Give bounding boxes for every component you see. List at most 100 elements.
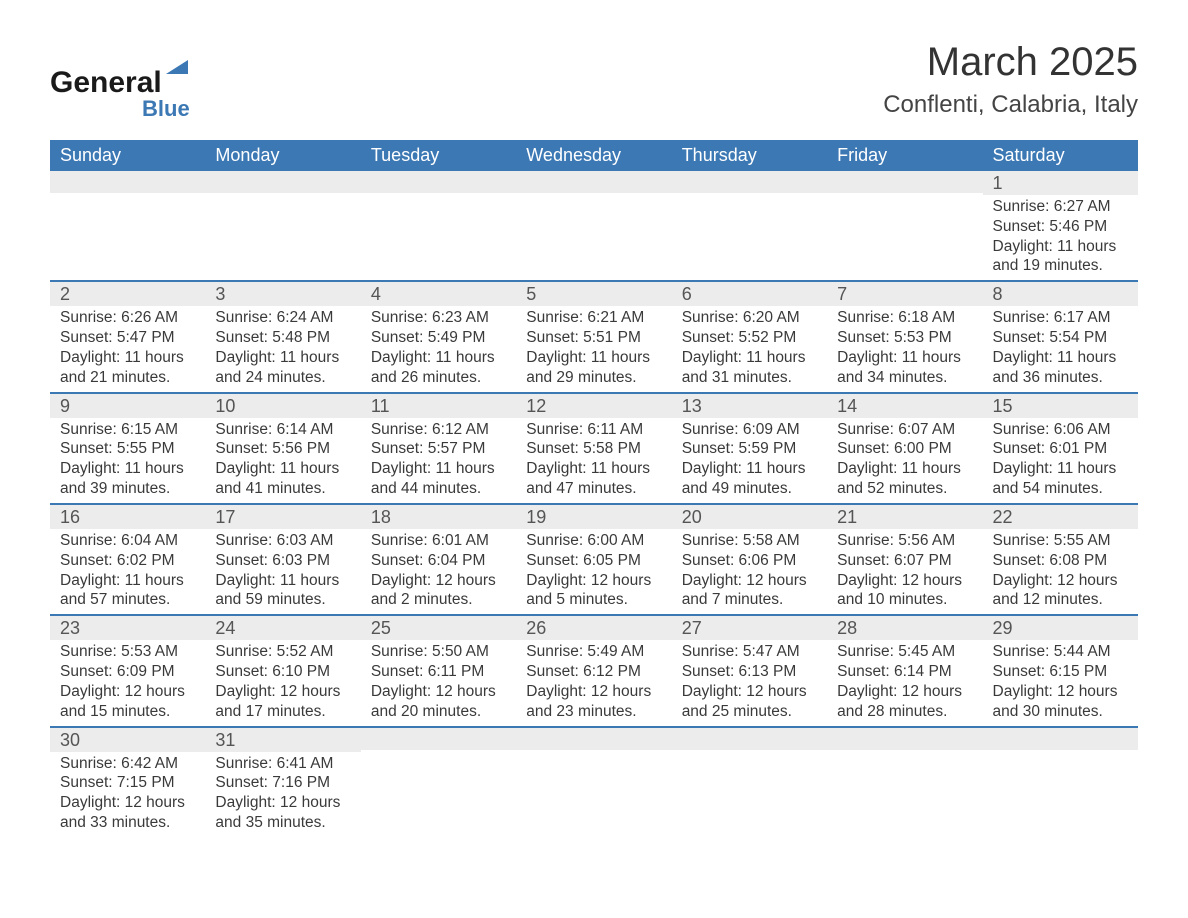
daylight-text: Daylight: 11 hours and 57 minutes. <box>60 571 195 611</box>
day-details: Sunrise: 6:03 AMSunset: 6:03 PMDaylight:… <box>205 529 360 614</box>
sunrise-text: Sunrise: 6:18 AM <box>837 308 972 328</box>
day-number <box>672 728 827 750</box>
day-number <box>205 171 360 193</box>
calendar-day-cell <box>361 727 516 837</box>
sunrise-text: Sunrise: 6:20 AM <box>682 308 817 328</box>
sunset-text: Sunset: 5:51 PM <box>526 328 661 348</box>
day-details: Sunrise: 6:00 AMSunset: 6:05 PMDaylight:… <box>516 529 671 614</box>
calendar-day-cell: 9Sunrise: 6:15 AMSunset: 5:55 PMDaylight… <box>50 393 205 504</box>
calendar-day-cell: 29Sunrise: 5:44 AMSunset: 6:15 PMDayligh… <box>983 615 1138 726</box>
daylight-text: Daylight: 12 hours and 35 minutes. <box>215 793 350 833</box>
calendar-day-cell: 5Sunrise: 6:21 AMSunset: 5:51 PMDaylight… <box>516 281 671 392</box>
sunset-text: Sunset: 6:14 PM <box>837 662 972 682</box>
daylight-text: Daylight: 11 hours and 59 minutes. <box>215 571 350 611</box>
sunset-text: Sunset: 5:46 PM <box>993 217 1128 237</box>
day-number: 28 <box>827 616 982 640</box>
calendar-week-row: 9Sunrise: 6:15 AMSunset: 5:55 PMDaylight… <box>50 393 1138 504</box>
day-details <box>516 750 671 830</box>
brand-accent-icon <box>166 60 188 74</box>
calendar-day-cell: 31Sunrise: 6:41 AMSunset: 7:16 PMDayligh… <box>205 727 360 837</box>
sunrise-text: Sunrise: 5:49 AM <box>526 642 661 662</box>
day-number: 21 <box>827 505 982 529</box>
sunrise-text: Sunrise: 6:27 AM <box>993 197 1128 217</box>
sunrise-text: Sunrise: 6:03 AM <box>215 531 350 551</box>
day-number: 24 <box>205 616 360 640</box>
sunrise-text: Sunrise: 6:01 AM <box>371 531 506 551</box>
daylight-text: Daylight: 11 hours and 24 minutes. <box>215 348 350 388</box>
sunrise-text: Sunrise: 6:07 AM <box>837 420 972 440</box>
sunrise-text: Sunrise: 5:50 AM <box>371 642 506 662</box>
daylight-text: Daylight: 12 hours and 33 minutes. <box>60 793 195 833</box>
daylight-text: Daylight: 11 hours and 49 minutes. <box>682 459 817 499</box>
sunrise-text: Sunrise: 6:11 AM <box>526 420 661 440</box>
day-details: Sunrise: 6:17 AMSunset: 5:54 PMDaylight:… <box>983 306 1138 391</box>
sunset-text: Sunset: 6:06 PM <box>682 551 817 571</box>
calendar-day-cell: 17Sunrise: 6:03 AMSunset: 6:03 PMDayligh… <box>205 504 360 615</box>
daylight-text: Daylight: 11 hours and 19 minutes. <box>993 237 1128 277</box>
sunrise-text: Sunrise: 5:53 AM <box>60 642 195 662</box>
weekday-header: Tuesday <box>361 140 516 171</box>
day-number: 16 <box>50 505 205 529</box>
day-number: 15 <box>983 394 1138 418</box>
day-details: Sunrise: 6:21 AMSunset: 5:51 PMDaylight:… <box>516 306 671 391</box>
calendar-day-cell: 12Sunrise: 6:11 AMSunset: 5:58 PMDayligh… <box>516 393 671 504</box>
day-details: Sunrise: 5:44 AMSunset: 6:15 PMDaylight:… <box>983 640 1138 725</box>
daylight-text: Daylight: 11 hours and 41 minutes. <box>215 459 350 499</box>
sunset-text: Sunset: 5:52 PM <box>682 328 817 348</box>
sunset-text: Sunset: 5:56 PM <box>215 439 350 459</box>
sunrise-text: Sunrise: 6:26 AM <box>60 308 195 328</box>
day-details: Sunrise: 5:56 AMSunset: 6:07 PMDaylight:… <box>827 529 982 614</box>
day-details: Sunrise: 6:07 AMSunset: 6:00 PMDaylight:… <box>827 418 982 503</box>
day-details: Sunrise: 5:55 AMSunset: 6:08 PMDaylight:… <box>983 529 1138 614</box>
title-block: March 2025 Conflenti, Calabria, Italy <box>883 40 1138 119</box>
calendar-day-cell: 11Sunrise: 6:12 AMSunset: 5:57 PMDayligh… <box>361 393 516 504</box>
sunrise-text: Sunrise: 5:56 AM <box>837 531 972 551</box>
day-number: 22 <box>983 505 1138 529</box>
calendar-day-cell: 13Sunrise: 6:09 AMSunset: 5:59 PMDayligh… <box>672 393 827 504</box>
day-details: Sunrise: 5:53 AMSunset: 6:09 PMDaylight:… <box>50 640 205 725</box>
day-number: 12 <box>516 394 671 418</box>
brand-logo: General Blue <box>50 66 190 122</box>
day-number <box>516 171 671 193</box>
day-number: 4 <box>361 282 516 306</box>
weekday-header: Thursday <box>672 140 827 171</box>
daylight-text: Daylight: 12 hours and 5 minutes. <box>526 571 661 611</box>
calendar-day-cell: 26Sunrise: 5:49 AMSunset: 6:12 PMDayligh… <box>516 615 671 726</box>
sunrise-text: Sunrise: 6:12 AM <box>371 420 506 440</box>
daylight-text: Daylight: 12 hours and 15 minutes. <box>60 682 195 722</box>
sunset-text: Sunset: 5:49 PM <box>371 328 506 348</box>
sunrise-text: Sunrise: 6:41 AM <box>215 754 350 774</box>
day-number <box>361 171 516 193</box>
calendar-day-cell <box>516 727 671 837</box>
daylight-text: Daylight: 12 hours and 25 minutes. <box>682 682 817 722</box>
day-details <box>827 750 982 830</box>
day-details: Sunrise: 5:49 AMSunset: 6:12 PMDaylight:… <box>516 640 671 725</box>
day-number: 7 <box>827 282 982 306</box>
daylight-text: Daylight: 11 hours and 52 minutes. <box>837 459 972 499</box>
calendar-week-row: 30Sunrise: 6:42 AMSunset: 7:15 PMDayligh… <box>50 727 1138 837</box>
calendar-day-cell: 6Sunrise: 6:20 AMSunset: 5:52 PMDaylight… <box>672 281 827 392</box>
sunrise-text: Sunrise: 6:06 AM <box>993 420 1128 440</box>
day-number: 6 <box>672 282 827 306</box>
day-details: Sunrise: 5:45 AMSunset: 6:14 PMDaylight:… <box>827 640 982 725</box>
calendar-day-cell: 22Sunrise: 5:55 AMSunset: 6:08 PMDayligh… <box>983 504 1138 615</box>
day-number <box>516 728 671 750</box>
calendar-day-cell: 14Sunrise: 6:07 AMSunset: 6:00 PMDayligh… <box>827 393 982 504</box>
daylight-text: Daylight: 12 hours and 28 minutes. <box>837 682 972 722</box>
sunset-text: Sunset: 6:02 PM <box>60 551 195 571</box>
calendar-day-cell: 1Sunrise: 6:27 AMSunset: 5:46 PMDaylight… <box>983 171 1138 281</box>
calendar-day-cell: 19Sunrise: 6:00 AMSunset: 6:05 PMDayligh… <box>516 504 671 615</box>
day-details: Sunrise: 6:27 AMSunset: 5:46 PMDaylight:… <box>983 195 1138 280</box>
calendar-day-cell: 24Sunrise: 5:52 AMSunset: 6:10 PMDayligh… <box>205 615 360 726</box>
calendar-day-cell: 8Sunrise: 6:17 AMSunset: 5:54 PMDaylight… <box>983 281 1138 392</box>
daylight-text: Daylight: 11 hours and 31 minutes. <box>682 348 817 388</box>
calendar-day-cell: 2Sunrise: 6:26 AMSunset: 5:47 PMDaylight… <box>50 281 205 392</box>
daylight-text: Daylight: 11 hours and 47 minutes. <box>526 459 661 499</box>
day-details: Sunrise: 6:14 AMSunset: 5:56 PMDaylight:… <box>205 418 360 503</box>
day-number: 26 <box>516 616 671 640</box>
calendar-day-cell: 18Sunrise: 6:01 AMSunset: 6:04 PMDayligh… <box>361 504 516 615</box>
weekday-header-row: Sunday Monday Tuesday Wednesday Thursday… <box>50 140 1138 171</box>
location-subtitle: Conflenti, Calabria, Italy <box>883 91 1138 119</box>
day-details: Sunrise: 6:06 AMSunset: 6:01 PMDaylight:… <box>983 418 1138 503</box>
sunset-text: Sunset: 5:53 PM <box>837 328 972 348</box>
